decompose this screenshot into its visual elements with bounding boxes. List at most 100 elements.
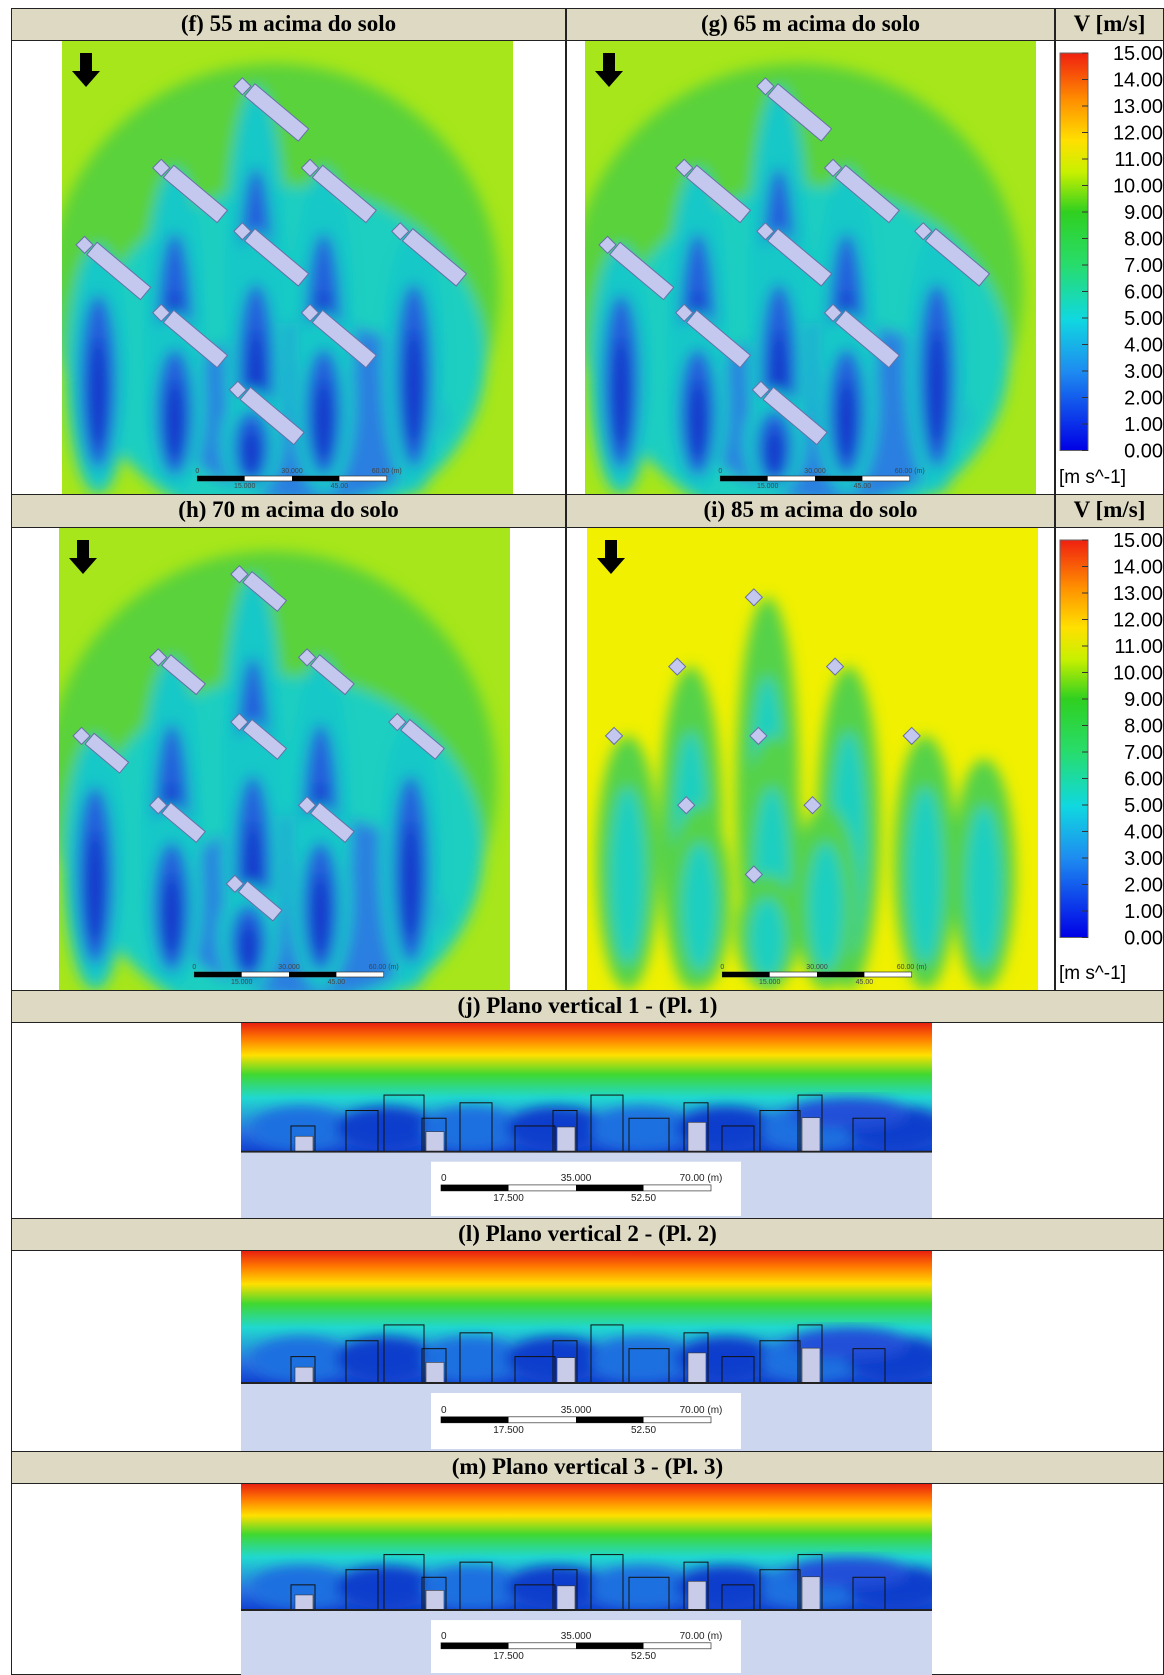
wake-core [403,823,419,944]
wake-core [907,787,943,965]
scale-bar [194,972,241,977]
legend-label: 3.00 [1124,848,1163,870]
wake-core [929,330,945,448]
scale-label: 0 [195,468,199,475]
section-title: (l) Plano vertical 2 - (Pl. 2) [11,1218,1164,1251]
section-title: (m) Plano vertical 3 - (Pl. 3) [11,1451,1164,1484]
panel-title: (g) 65 m acima do solo [566,8,1055,41]
colorbar [1060,540,1088,938]
scale-bar [441,1417,509,1423]
scale-bar [720,476,767,481]
building-face [688,1353,706,1383]
legend-label: 2.00 [1124,388,1163,410]
scale-label: 45.00 [331,483,349,490]
scale-label: 17.500 [493,1425,524,1436]
scale-label: 15.000 [231,979,253,986]
wake-core [613,338,629,450]
building-face [557,1358,575,1383]
legend-label: 7.00 [1124,742,1163,764]
page: (f) 55 m acima do solo 0 30.000 60.00 (m) 15… [0,0,1164,1675]
wake-core [315,381,331,463]
section-title: (j) Plano vertical 1 - (Pl. 1) [11,990,1164,1023]
scale-label: 70.00 (m) [680,1405,723,1416]
wake-core [808,842,844,971]
scale-label: 0 [720,964,724,971]
colorbar [1060,53,1088,451]
building-face [295,1136,313,1151]
scale-label: 17.500 [493,1651,524,1662]
panel-title: (f) 55 m acima do solo [11,8,566,41]
scale-bar [197,476,244,481]
legend-label: 8.00 [1124,229,1163,251]
wake-core [966,805,1002,967]
legend-label: 10.00 [1113,663,1163,685]
legend-label: 0.00 [1124,441,1163,463]
wake-core [240,924,256,972]
legend-label: 12.00 [1113,123,1163,145]
scale-label: 35.000 [561,1631,592,1642]
scale-label: 45.00 [328,979,346,986]
legend-label: 9.00 [1124,202,1163,224]
scale-label: 35.000 [561,1173,592,1184]
legend-unit: [m s^-1] [1059,963,1126,984]
legend-label: 6.00 [1124,282,1163,304]
building-face [426,1132,444,1152]
scale-label: 70.00 (m) [680,1631,723,1642]
legend-label: 10.00 [1113,176,1163,198]
scale-label: 30.000 [806,964,828,971]
scale-label: 30.000 [278,964,300,971]
building-face [426,1362,444,1383]
scale-label: 60.00 (m) [369,964,399,971]
legend-label: 4.00 [1124,822,1163,844]
legend-label: 8.00 [1124,716,1163,738]
legend-label: 12.00 [1113,610,1163,632]
legend: 15.0014.0013.0012.0011.0010.009.008.007.… [1056,41,1163,493]
scale-bar [576,1417,644,1423]
legend-label: 15.00 [1113,530,1163,552]
building-face [802,1348,820,1383]
legend-title: V [m/s] [1055,494,1164,528]
wake-core [749,898,785,979]
building-face [688,1122,706,1151]
legend-label: 13.00 [1113,96,1163,118]
scale-label: 0 [718,468,722,475]
legend-label: 13.00 [1113,583,1163,605]
panel-title: (i) 85 m acima do solo [566,494,1055,528]
legend: 15.00 14.00 13.00 12.00 11.00 10.00 9.00 8.00 7.… [1056,528,1163,989]
wake-core [90,338,106,450]
building-face [295,1367,313,1383]
legend-label: 2.00 [1124,875,1163,897]
scale-label: 45.00 [856,979,874,986]
legend-label: 11.00 [1114,149,1163,171]
scale-label: 70.00 (m) [680,1173,723,1184]
legend-label: 3.00 [1124,361,1163,383]
wake-core [167,381,183,463]
scale-label: 30.000 [804,468,826,475]
scale-label: 52.50 [631,1425,656,1436]
scale-bar [441,1185,509,1191]
vertical-plane: 035.00070.00 (m)17.50052.50 [241,1251,932,1451]
wake-core [682,842,718,971]
legend-label: 0.00 [1124,928,1163,950]
legend-label: 14.00 [1113,70,1163,92]
wake-core [87,831,103,945]
legend-label: 6.00 [1124,769,1163,791]
scale-bar [722,972,769,977]
legend-label: 14.00 [1113,557,1163,579]
wake-core [838,381,854,463]
velocity-map: 030.00060.00 (m)15.00045.00 [62,41,513,494]
scale-label: 60.00 (m) [897,964,927,971]
scale-label: 0 [441,1173,447,1184]
scale-label: 15.000 [757,483,779,490]
panel-title: (h) 70 m acima do solo [11,494,566,528]
velocity-map: 030.00060.00 (m)15.00045.00 [587,528,1038,990]
legend-label: 11.00 [1114,636,1163,658]
scale-label: 60.00 (m) [895,468,925,475]
scale-bar [576,1643,644,1649]
wake-core [164,875,180,958]
legend-label: 9.00 [1124,689,1163,711]
building-face [688,1581,706,1610]
scale-bar [817,972,864,977]
